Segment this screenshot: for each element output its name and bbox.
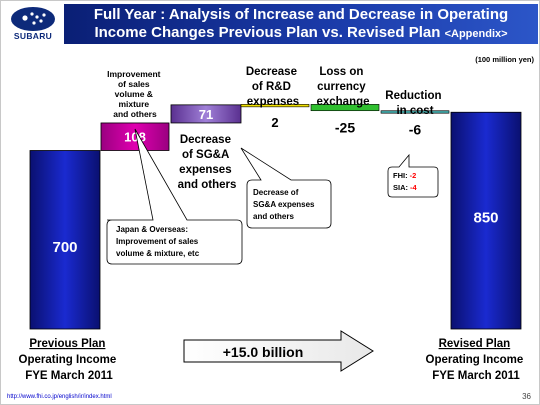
step-label-fx-l2: currency — [317, 81, 366, 93]
breakdown-fhi: FHI: -2 — [393, 171, 416, 180]
breakdown-fhi-name: FHI: — [393, 171, 408, 180]
step-label-sga-l3: expenses — [179, 164, 231, 176]
value-label-currency-exchange: -25 — [335, 120, 355, 136]
step-label-sga-l4: and others — [178, 179, 237, 191]
bar-step-cost-reduction — [380, 110, 450, 114]
bar-step-currency-exchange — [310, 104, 380, 112]
callout-japan-text: Japan & Overseas: Improvement of sales v… — [116, 225, 200, 258]
change-arrow — [183, 330, 374, 372]
step-label-fx-l1: Loss on — [319, 66, 363, 78]
end-label-l3: FYE March 2011 — [432, 370, 520, 382]
step-label-cost-l1: Reduction — [385, 90, 441, 102]
start-label-l2: Operating Income — [19, 354, 117, 366]
callout-japan — [106, 128, 243, 265]
step-label-sga-expenses: Decrease of SG&A expenses and others — [178, 134, 237, 191]
step-label-fx-l3: exchange — [316, 96, 369, 108]
step-label-sales-volume-l4: mixture — [118, 99, 149, 109]
step-label-sga-l2: of SG&A — [182, 149, 229, 161]
callout-sga-l1: Decrease of — [253, 188, 299, 197]
step-label-sales-volume-l3: volume & — [115, 89, 153, 99]
bar-revised-plan — [450, 111, 522, 330]
page-number: 36 — [522, 392, 531, 401]
bar-step-sga-expenses — [170, 104, 242, 124]
breakdown-sia: SIA: -4 — [393, 183, 417, 192]
page-title-line2: Income Changes Previous Plan vs. Revised… — [64, 24, 538, 41]
start-label: Previous Plan Operating Income FYE March… — [19, 338, 120, 382]
callout-japan-l1: Japan & Overseas: — [116, 225, 188, 234]
bar-previous-plan — [29, 150, 101, 330]
step-label-currency-exchange: Loss on currency exchange — [316, 66, 369, 108]
value-label-rd-expenses: 2 — [271, 115, 278, 130]
callout-breakdown — [387, 153, 439, 198]
start-label-l1: Previous Plan — [29, 338, 105, 350]
callout-sga-text: Decrease of SG&A expenses and others — [253, 188, 317, 221]
step-label-rd-expenses: Decrease of R&D expenses — [246, 66, 300, 108]
callout-sga-l2: SG&A expenses — [253, 200, 315, 209]
step-label-sales-volume: Improvement of sales volume & mixture an… — [107, 69, 163, 119]
breakdown-fhi-value: -2 — [410, 171, 417, 180]
breakdown-sia-value: -4 — [410, 183, 417, 192]
value-label-sga-expenses: 71 — [199, 107, 213, 122]
value-label-previous-plan: 700 — [52, 239, 77, 256]
step-label-sga-l1: Decrease — [180, 134, 231, 146]
change-label: +15.0 billion — [223, 344, 304, 360]
callout-sga-l3: and others — [253, 212, 294, 221]
title-bar: Full Year : Analysis of Increase and Dec… — [64, 4, 538, 44]
callout-japan-l3: volume & mixture, etc — [116, 249, 200, 258]
value-label-revised-plan: 850 — [473, 210, 498, 227]
footer-url[interactable]: http://www.fhi.co.jp/english/ir/index.ht… — [7, 394, 112, 400]
step-label-rd-l2: of R&D — [252, 81, 291, 93]
callout-sga — [240, 147, 332, 229]
step-label-sales-volume-l5: and others — [113, 109, 157, 119]
step-label-sales-volume-l1: Improvement — [107, 69, 161, 79]
start-label-l3: FYE March 2011 — [25, 370, 113, 382]
end-label-l1: Revised Plan — [439, 338, 511, 350]
brand-name: SUBARU — [13, 31, 53, 41]
value-label-cost-reduction: -6 — [409, 121, 422, 137]
title-appendix: <Appendix> — [444, 28, 508, 40]
callout-japan-l2: Improvement of sales — [116, 237, 199, 246]
step-label-cost-reduction: Reduction in cost — [385, 90, 444, 117]
step-label-rd-l1: Decrease — [246, 66, 297, 78]
end-label-l2: Operating Income — [426, 354, 524, 366]
bar-step-sales-volume — [100, 122, 170, 151]
step-label-rd-l3: expenses — [247, 96, 299, 108]
step-label-cost-l2: in cost — [396, 105, 433, 117]
bar-step-rd-expenses — [240, 104, 310, 108]
end-label: Revised Plan Operating Income FYE March … — [426, 338, 527, 382]
page-title-line1: Full Year : Analysis of Increase and Dec… — [93, 6, 509, 23]
step-label-sales-volume-l2: of sales — [118, 79, 150, 89]
page-title-line2-text: Income Changes Previous Plan vs. Revised… — [94, 24, 445, 41]
subaru-logo-icon — [11, 7, 55, 31]
unit-label: (100 million yen) — [475, 55, 534, 64]
breakdown-sia-name: SIA: — [393, 183, 408, 192]
